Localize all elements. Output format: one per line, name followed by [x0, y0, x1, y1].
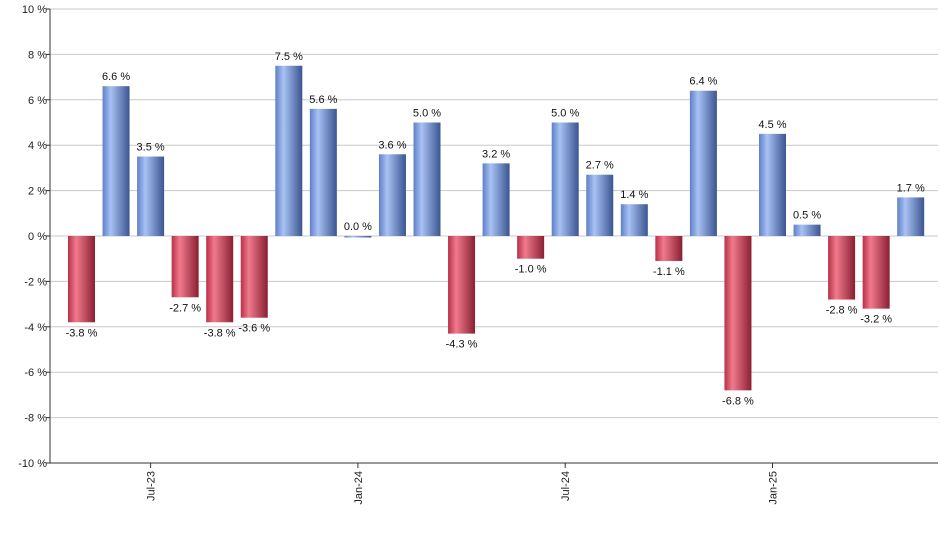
bar [309, 108, 337, 236]
bar [793, 224, 821, 236]
bar [240, 236, 268, 318]
bar [689, 90, 717, 236]
bar-value-label: 1.4 % [620, 189, 648, 201]
bar-value-label: 2.7 % [586, 160, 614, 172]
bar-value-label: 6.4 % [689, 76, 717, 88]
bar-value-label: -1.0 % [515, 264, 547, 276]
y-tick-label: 10 % [22, 4, 47, 16]
bar [759, 133, 786, 236]
bar [344, 236, 372, 238]
y-tick-label: -4 % [24, 322, 47, 334]
bar-value-label: -3.6 % [238, 323, 270, 335]
bar [551, 122, 579, 236]
y-tick-label: 4 % [28, 140, 47, 152]
y-tick-label: 6 % [28, 95, 47, 107]
x-tick-label: Jul-24 [560, 471, 572, 501]
bar [275, 65, 303, 236]
bar-value-label: 6.6 % [102, 71, 130, 83]
y-tick-label: 2 % [28, 186, 47, 198]
bar-value-label: -3.8 % [204, 327, 236, 339]
bar-value-label: 3.5 % [137, 142, 165, 154]
bar-value-label: -2.7 % [169, 302, 201, 314]
bar-value-labels: -3.8 %6.6 %3.5 %-2.7 %-3.8 % -3.6 %7.5 %5… [66, 51, 925, 408]
bar [68, 236, 95, 323]
y-tick-label: 0 % [28, 231, 47, 243]
y-tick-label: -2 % [24, 276, 47, 288]
bar [724, 236, 752, 391]
bar-value-label: -1.1 % [653, 266, 685, 278]
bar [413, 122, 441, 236]
bar [862, 236, 890, 309]
bar [586, 174, 614, 236]
bar [897, 197, 925, 236]
bars [68, 65, 925, 391]
bar-value-label: 3.2 % [482, 148, 510, 160]
y-axis-tick-labels: 10 % 8 % 6 % 4 % 2 % 0 % -2 % -4 % -6 % -8 % -10 % [18, 4, 47, 470]
bar [517, 236, 545, 259]
bar-value-label: 5.6 % [309, 94, 337, 106]
bar [102, 86, 130, 237]
bar-value-label: 4.5 % [758, 119, 786, 131]
y-tick-label: 8 % [28, 49, 47, 61]
x-axis-tick-labels: Jul-23 Jan-24 Jul-24 Jan-25 [146, 463, 780, 505]
bar-value-label: -6.8 % [722, 395, 754, 407]
bar-value-label: 0.0 % [344, 221, 372, 233]
bar-value-label: 5.0 % [413, 108, 441, 120]
bar [620, 204, 648, 236]
bar [482, 163, 510, 236]
axes [49, 9, 938, 464]
y-tick-label: -10 % [18, 458, 47, 470]
bar [206, 236, 234, 323]
x-tick-label: Jul-23 [146, 471, 158, 501]
bar [171, 236, 199, 298]
bar-value-label: 5.0 % [551, 108, 579, 120]
bar [137, 156, 165, 236]
bar-value-label: 1.7 % [897, 182, 925, 194]
bar-value-label: 3.6 % [378, 139, 406, 151]
y-tick-label: -8 % [24, 413, 47, 425]
bar [378, 154, 406, 236]
y-tick-label: -6 % [24, 367, 47, 379]
x-tick-label: Jan-24 [353, 471, 365, 505]
bar [828, 236, 856, 300]
bar-value-label: 7.5 % [275, 51, 303, 63]
bar-value-label: -4.3 % [446, 339, 478, 351]
bar-value-label: -3.8 % [66, 327, 98, 339]
bar-value-label: -2.8 % [826, 305, 858, 317]
bar-value-label: 0.5 % [793, 210, 821, 222]
bar-value-label: -3.2 % [860, 314, 892, 326]
x-tick-label: Jan-25 [768, 471, 780, 505]
bar [655, 236, 683, 261]
bar [448, 236, 476, 334]
